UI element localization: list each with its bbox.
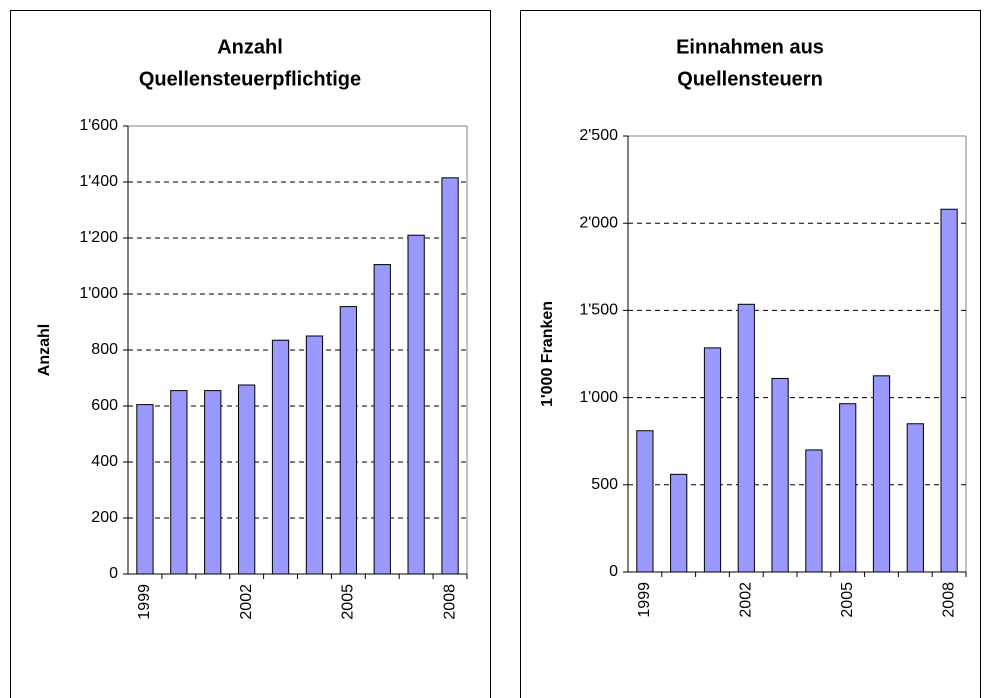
x-tick-label: 2005 [839, 582, 856, 618]
y-tick-label: 200 [91, 509, 118, 526]
bar [636, 430, 654, 573]
y-axis-label: 1'000 Franken [539, 301, 556, 407]
bar [737, 303, 755, 573]
bar [872, 375, 891, 573]
bar [906, 423, 924, 573]
y-axis-label: Anzahl [36, 324, 53, 376]
bar [670, 473, 688, 573]
panel [10, 10, 491, 698]
y-tick-label: 1'500 [579, 302, 618, 319]
y-tick-label: 0 [609, 563, 618, 580]
bar [805, 449, 823, 573]
x-tick-label: 2002 [738, 582, 755, 618]
y-tick-label: 1'400 [79, 173, 118, 190]
y-tick-label: 0 [109, 565, 118, 582]
y-tick-label: 1'000 [579, 389, 618, 406]
chart-title: Quellensteuern [677, 68, 823, 90]
y-tick-label: 1'000 [79, 285, 118, 302]
bar [305, 335, 324, 575]
x-tick-label: 2005 [340, 584, 357, 620]
bar [407, 234, 425, 575]
bar [373, 264, 391, 575]
y-tick-label: 2'000 [579, 214, 618, 231]
bar [771, 377, 789, 573]
bar [136, 404, 154, 575]
panel [520, 10, 981, 698]
bar [170, 390, 188, 575]
x-tick-label: 2008 [441, 584, 458, 620]
bar [703, 347, 722, 573]
bar [339, 306, 357, 575]
bar [204, 390, 222, 575]
x-tick-label: 1999 [636, 582, 653, 618]
y-tick-label: 500 [591, 476, 618, 493]
chart-title: Quellensteuerpflichtige [139, 68, 361, 90]
x-tick-label: 2002 [238, 584, 255, 620]
bar [271, 339, 290, 575]
chart-title: Einnahmen aus [676, 36, 824, 58]
bar [441, 177, 459, 575]
x-tick-label: 2008 [940, 582, 957, 618]
y-tick-label: 600 [91, 397, 118, 414]
x-tick-label: 1999 [136, 584, 153, 620]
bar [238, 384, 256, 575]
y-tick-label: 1'200 [79, 229, 118, 246]
y-tick-label: 800 [91, 341, 118, 358]
bar [839, 403, 857, 573]
y-tick-label: 2'500 [579, 127, 618, 144]
chart-title: Anzahl [217, 36, 283, 58]
y-tick-label: 400 [91, 453, 118, 470]
y-tick-label: 1'600 [79, 117, 118, 134]
bar [940, 208, 958, 573]
